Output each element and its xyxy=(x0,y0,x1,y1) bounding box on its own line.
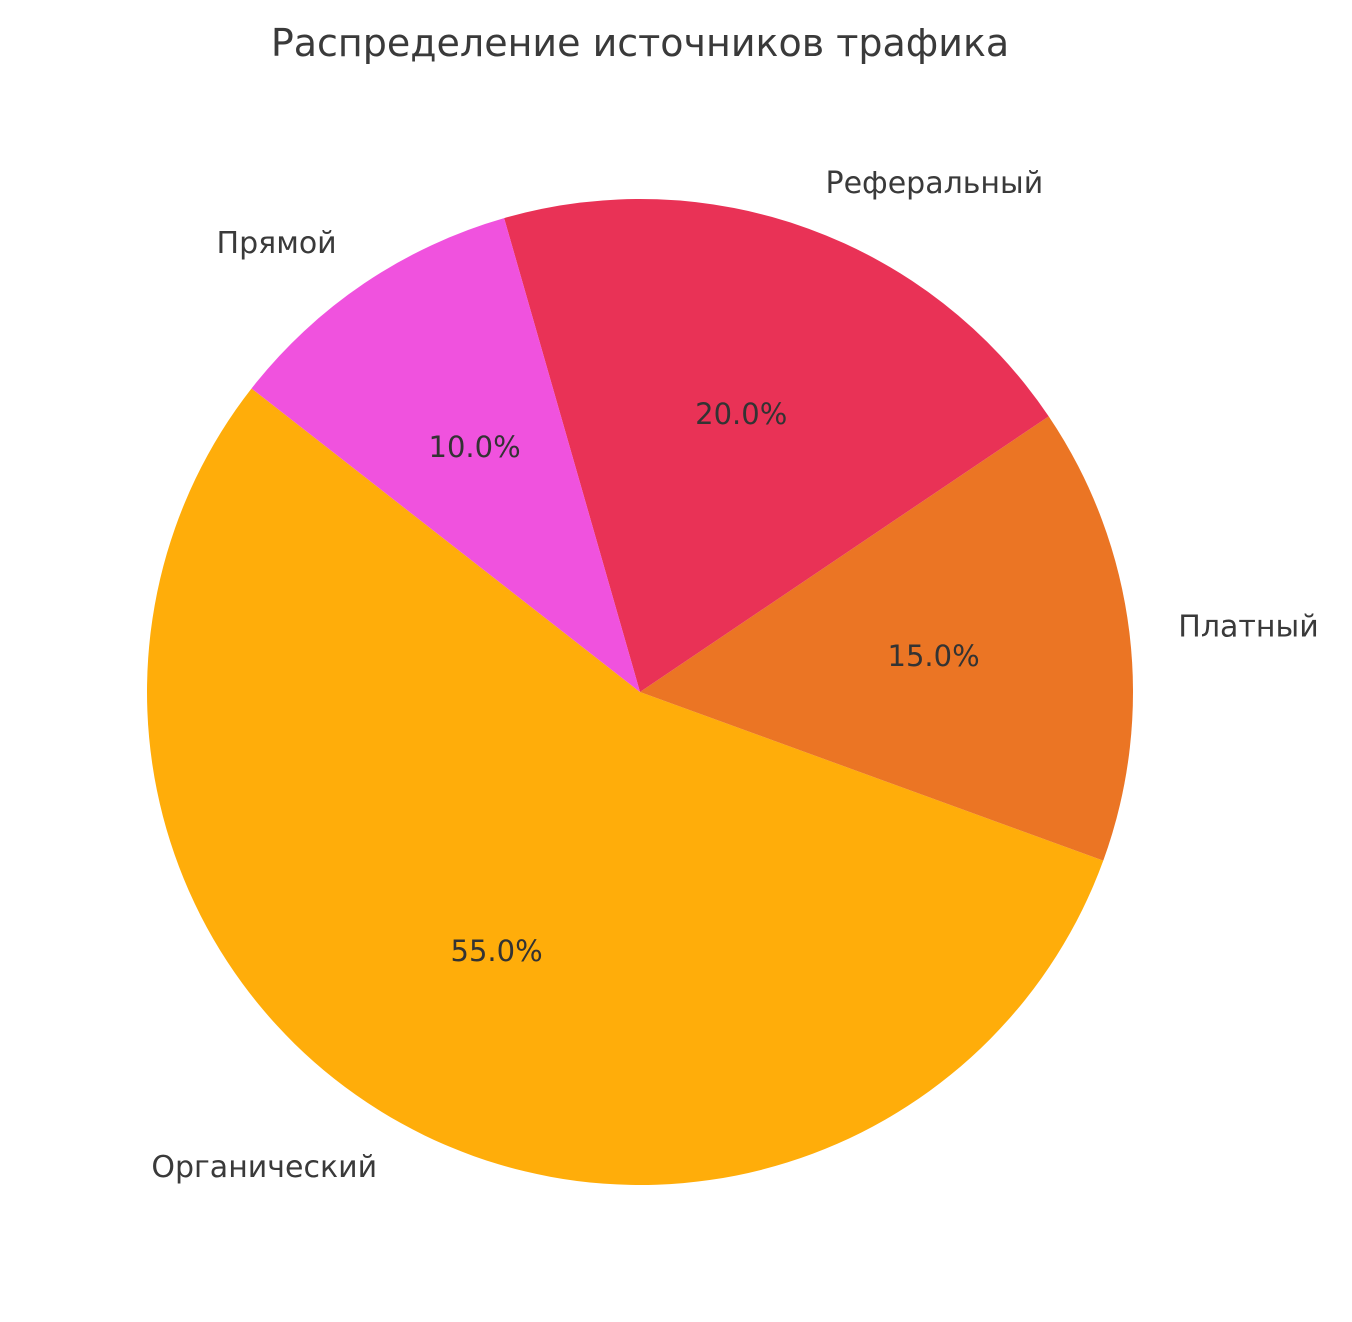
pie-labels: 55.0% Органический 15.0% Платный 20.0% Рефера… xyxy=(151,166,1318,1185)
percent-label: 55.0% xyxy=(451,934,543,968)
pie-slice-1 xyxy=(147,388,1104,1185)
slice-label: Прямой xyxy=(217,226,337,261)
pie-slice-2 xyxy=(640,416,1134,861)
slice-label: Платный xyxy=(1178,609,1318,644)
slice-label: Реферальный xyxy=(826,166,1044,201)
percent-label: 10.0% xyxy=(429,430,521,464)
pie-slice-3 xyxy=(504,199,1049,693)
percent-label: 20.0% xyxy=(695,397,787,431)
pie-slices xyxy=(147,199,1134,1185)
chart-title: Распределение источников трафика xyxy=(271,21,1009,65)
percent-label: 15.0% xyxy=(888,639,980,673)
pie-slice-4 xyxy=(251,218,640,692)
slice-label: Органический xyxy=(151,1150,377,1185)
